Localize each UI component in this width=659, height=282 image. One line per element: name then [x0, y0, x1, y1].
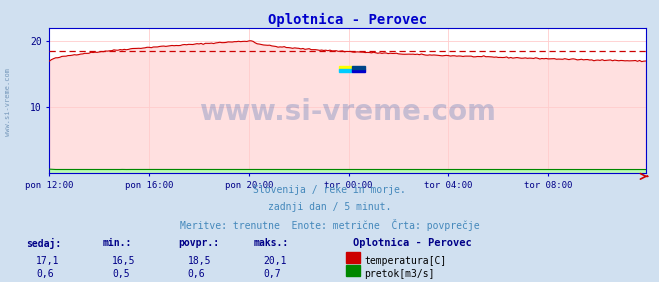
Text: Meritve: trenutne  Enote: metrične  Črta: povprečje: Meritve: trenutne Enote: metrične Črta: …: [180, 219, 479, 231]
Text: www.si-vreme.com: www.si-vreme.com: [5, 67, 11, 136]
Text: maks.:: maks.:: [254, 238, 289, 248]
Title: Oplotnica - Perovec: Oplotnica - Perovec: [268, 13, 427, 27]
Text: 18,5: 18,5: [188, 256, 212, 266]
Text: Slovenija / reke in morje.: Slovenija / reke in morje.: [253, 185, 406, 195]
Text: min.:: min.:: [102, 238, 132, 248]
Text: 0,6: 0,6: [188, 269, 206, 279]
Text: 17,1: 17,1: [36, 256, 60, 266]
Text: www.si-vreme.com: www.si-vreme.com: [199, 98, 496, 126]
Bar: [339, 69, 352, 72]
Bar: [339, 66, 352, 69]
Text: temperatura[C]: temperatura[C]: [364, 256, 447, 266]
Text: 16,5: 16,5: [112, 256, 136, 266]
Text: sedaj:: sedaj:: [26, 238, 61, 249]
Bar: [352, 66, 365, 69]
Text: Oplotnica - Perovec: Oplotnica - Perovec: [353, 238, 471, 248]
Text: 0,6: 0,6: [36, 269, 54, 279]
Bar: [352, 69, 365, 72]
Text: pretok[m3/s]: pretok[m3/s]: [364, 269, 435, 279]
Text: 0,7: 0,7: [264, 269, 281, 279]
Text: povpr.:: povpr.:: [178, 238, 219, 248]
Text: 20,1: 20,1: [264, 256, 287, 266]
Text: 0,5: 0,5: [112, 269, 130, 279]
Text: zadnji dan / 5 minut.: zadnji dan / 5 minut.: [268, 202, 391, 212]
